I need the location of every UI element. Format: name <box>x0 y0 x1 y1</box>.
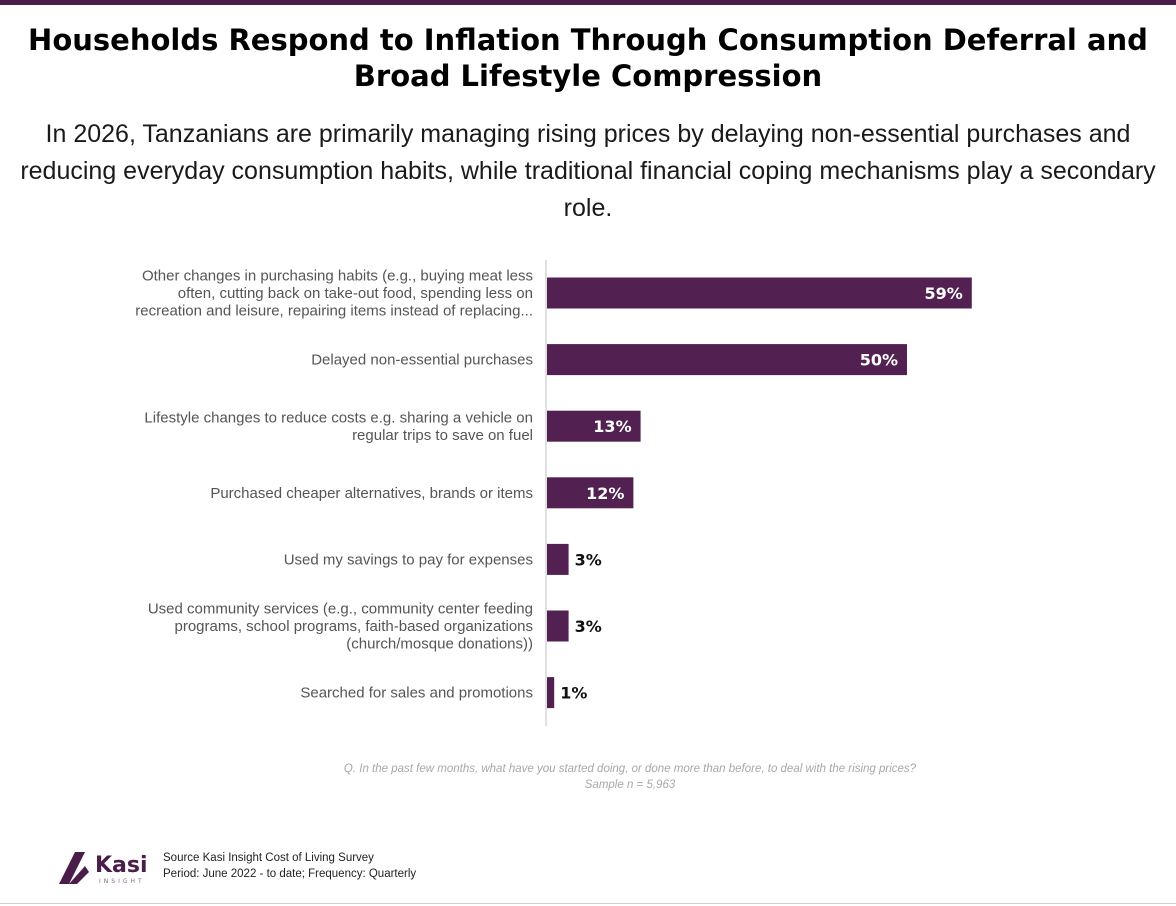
bar-2 <box>547 410 641 442</box>
category-label-6: Searched for sales and promotions <box>300 685 533 702</box>
category-label-line: Used community services (e.g., community… <box>148 601 533 618</box>
value-label-5: 3% <box>575 617 602 636</box>
category-label-line: Other changes in purchasing habits (e.g.… <box>142 268 533 285</box>
value-label-2: 13% <box>593 417 631 436</box>
bar-5 <box>547 610 569 642</box>
category-label-4: Used my savings to pay for expenses <box>284 551 533 568</box>
category-label-line: recreation and leisure, repairing items … <box>135 303 533 320</box>
category-label-line: Delayed non-essential purchases <box>311 352 533 369</box>
category-label-line: regular trips to save on fuel <box>352 427 533 444</box>
category-label-line: Searched for sales and promotions <box>300 685 533 702</box>
value-label-6: 1% <box>560 684 587 703</box>
sample-size: Sample n = 5,963 <box>584 779 676 791</box>
bar-1 <box>547 344 907 376</box>
value-label-1: 50% <box>860 351 898 370</box>
survey-question-block: Q. In the past few months, what have you… <box>230 761 1030 793</box>
bar-4 <box>547 543 569 575</box>
category-label-line: (church/mosque donations)) <box>346 636 533 653</box>
category-label-3: Purchased cheaper alternatives, brands o… <box>210 485 533 502</box>
top-accent-bar <box>0 0 1176 5</box>
chart-title: Households Respond to Inflation Through … <box>28 23 1148 93</box>
source-text: Source Kasi Insight Cost of Living Surve… <box>163 852 374 864</box>
bar-6 <box>547 677 555 709</box>
footer-source-block: Source Kasi Insight Cost of Living Surve… <box>163 850 416 882</box>
bar-3 <box>547 477 634 509</box>
value-label-3: 12% <box>586 484 624 503</box>
category-label-line: often, cutting back on take-out food, sp… <box>178 285 533 302</box>
bars <box>547 277 972 709</box>
footer-divider <box>0 903 1176 904</box>
chart-subtitle: In 2026, Tanzanians are primarily managi… <box>20 120 1156 222</box>
value-label-0: 59% <box>925 284 963 303</box>
category-label-line: Purchased cheaper alternatives, brands o… <box>210 485 533 502</box>
value-labels: 59% 50% 13% 12% 3% 3% 1% <box>560 284 963 703</box>
category-label-2: Lifestyle changes to reduce costs e.g. s… <box>144 409 533 444</box>
kasi-insight-logo: Kasi INSIGHT <box>59 852 148 885</box>
survey-question: Q. In the past few months, what have you… <box>343 763 917 775</box>
bar-chart: Other changes in purchasing habits (e.g.… <box>135 260 972 726</box>
value-label-4: 3% <box>575 550 602 569</box>
logo-mark-icon <box>59 852 89 884</box>
period-text: Period: June 2022 - to date; Frequency: … <box>163 868 417 880</box>
category-label-line: Lifestyle changes to reduce costs e.g. s… <box>144 409 533 426</box>
logo-subtext: INSIGHT <box>99 878 145 885</box>
category-label-line: programs, school programs, faith-based o… <box>174 618 533 635</box>
logo-wordmark: Kasi <box>95 853 148 878</box>
category-label-5: Used community services (e.g., community… <box>148 601 533 653</box>
category-label-1: Delayed non-essential purchases <box>311 352 533 369</box>
category-label-0: Other changes in purchasing habits (e.g.… <box>135 268 533 320</box>
category-labels: Other changes in purchasing habits (e.g.… <box>135 268 533 702</box>
category-label-line: Used my savings to pay for expenses <box>284 551 533 568</box>
bar-0 <box>547 277 972 309</box>
